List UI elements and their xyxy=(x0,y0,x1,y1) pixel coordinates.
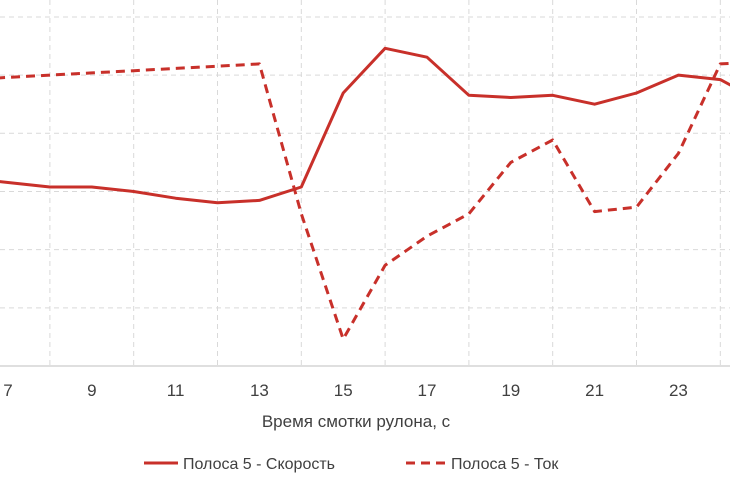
x-tick-label: 15 xyxy=(334,381,353,400)
x-tick-label: 9 xyxy=(87,381,96,400)
x-tick-label: 23 xyxy=(669,381,688,400)
x-tick-label: 19 xyxy=(501,381,520,400)
legend-label-current: Полоса 5 - Ток xyxy=(451,456,559,473)
x-tick-labels: 7911131517192123252729313335373941 xyxy=(3,381,688,400)
x-tick-label: 13 xyxy=(250,381,269,400)
x-tick-label: 7 xyxy=(3,381,12,400)
legend-label-speed: Полоса 5 - Скорость xyxy=(183,456,335,473)
series-layer xyxy=(0,46,730,341)
legend: Полоса 5 - Скорость Полоса 5 - Ток xyxy=(144,456,559,473)
x-axis-label: Время смотки рулона, с xyxy=(262,412,451,431)
series-line-speed xyxy=(0,46,730,205)
x-tick-label: 11 xyxy=(167,381,185,400)
grid-lines xyxy=(0,0,730,366)
x-tick-label: 21 xyxy=(585,381,604,400)
x-tick-label: 17 xyxy=(418,381,437,400)
series-line-current xyxy=(0,61,730,341)
